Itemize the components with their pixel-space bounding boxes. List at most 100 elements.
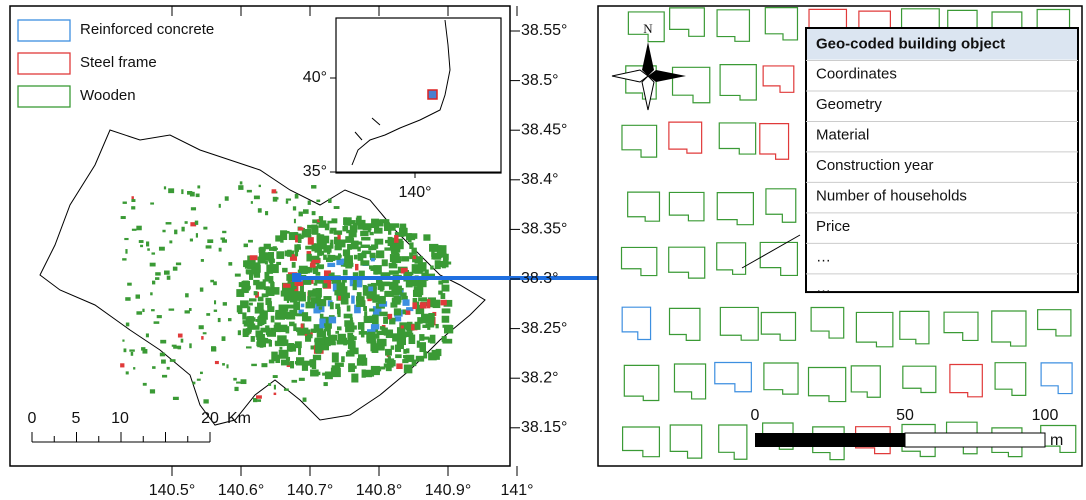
building-cluster xyxy=(306,254,311,262)
building-cluster xyxy=(293,206,296,210)
lon-label: 140.6° xyxy=(218,482,264,499)
building-cluster xyxy=(254,272,260,277)
building-cluster xyxy=(124,348,127,352)
building-cluster xyxy=(340,287,345,291)
building-cluster xyxy=(247,190,252,193)
building-cluster xyxy=(442,285,450,292)
building-cluster xyxy=(243,330,249,337)
building-cluster xyxy=(259,185,261,187)
building-cluster xyxy=(381,328,387,335)
building-cluster xyxy=(124,238,128,240)
building-cluster xyxy=(196,233,198,237)
building-cluster xyxy=(327,263,335,267)
building-cluster xyxy=(169,240,172,243)
building-cluster xyxy=(147,248,150,250)
building-cluster xyxy=(348,335,354,341)
building-cluster xyxy=(423,337,429,340)
building-cluster xyxy=(249,298,257,301)
building-cluster xyxy=(287,300,289,303)
building-cluster xyxy=(169,309,175,311)
lat-label: 38.25° xyxy=(521,320,567,337)
building-cluster xyxy=(337,326,342,330)
table-row: Construction year xyxy=(816,157,934,174)
building-cluster xyxy=(358,322,365,330)
building-cluster xyxy=(337,309,340,317)
building-cluster xyxy=(257,399,261,402)
building-cluster xyxy=(155,277,159,280)
building-cluster xyxy=(195,221,198,225)
building-cluster xyxy=(360,231,368,236)
building-cluster xyxy=(316,351,321,354)
building-cluster xyxy=(125,249,127,254)
building-cluster xyxy=(330,240,333,249)
building-cluster xyxy=(329,230,333,234)
building-cluster xyxy=(246,346,252,348)
building-cluster xyxy=(140,245,143,247)
building-cluster xyxy=(240,300,249,308)
building-cluster xyxy=(286,201,288,204)
building-cluster xyxy=(283,283,291,287)
building-cluster xyxy=(167,276,171,280)
building-cluster xyxy=(384,291,393,297)
lon-label: 140.5° xyxy=(149,482,195,499)
building-cluster xyxy=(274,325,278,328)
building-cluster xyxy=(315,372,320,375)
building-cluster xyxy=(247,263,252,269)
building-cluster xyxy=(408,234,412,242)
building-cluster xyxy=(129,349,134,351)
building-cluster xyxy=(201,259,204,262)
building-cluster xyxy=(337,239,346,247)
lon-label: 141° xyxy=(500,482,533,499)
building-cluster xyxy=(265,298,271,302)
building-cluster xyxy=(159,247,165,251)
building-cluster xyxy=(319,216,323,221)
building-cluster xyxy=(271,316,275,323)
north-label: N xyxy=(643,21,653,36)
building-cluster xyxy=(160,340,166,344)
building-cluster xyxy=(370,266,376,271)
building-cluster xyxy=(438,291,443,295)
building-cluster xyxy=(331,337,335,342)
table-row: Coordinates xyxy=(816,65,897,82)
building xyxy=(720,65,756,100)
building-cluster xyxy=(404,365,413,374)
building-cluster xyxy=(303,229,312,237)
building-cluster xyxy=(322,373,327,376)
lat-label: 38.5° xyxy=(521,72,559,89)
building-cluster xyxy=(263,313,267,321)
building-cluster xyxy=(228,262,232,266)
building-cluster xyxy=(262,338,265,342)
building-cluster xyxy=(344,314,353,319)
building-cluster xyxy=(197,379,201,381)
building-cluster xyxy=(388,356,391,360)
building-cluster xyxy=(394,308,401,315)
building-cluster xyxy=(389,319,395,324)
building xyxy=(950,364,982,396)
building-cluster xyxy=(268,383,271,386)
building-cluster xyxy=(265,261,268,265)
table-row: Geometry xyxy=(816,96,882,113)
building-cluster xyxy=(289,310,297,316)
building-cluster xyxy=(401,332,406,338)
building-cluster xyxy=(150,389,155,393)
building-cluster xyxy=(324,329,326,332)
building-cluster xyxy=(409,335,416,344)
building-cluster xyxy=(402,299,409,306)
building-cluster xyxy=(442,308,451,313)
building-cluster xyxy=(369,308,374,311)
building-cluster xyxy=(222,363,225,366)
building-cluster xyxy=(197,185,200,188)
building-cluster xyxy=(428,352,437,360)
building-cluster xyxy=(254,291,258,295)
building-cluster xyxy=(322,283,327,288)
building-cluster xyxy=(157,315,162,318)
lat-label: 38.2° xyxy=(521,369,559,386)
building-cluster xyxy=(301,324,304,329)
building-cluster xyxy=(303,209,309,214)
building-cluster xyxy=(203,227,207,230)
building-cluster xyxy=(211,346,216,350)
inset-lat-label: 40° xyxy=(303,69,327,86)
building-cluster xyxy=(170,359,176,362)
building-cluster xyxy=(151,309,155,311)
building-cluster xyxy=(244,244,248,248)
